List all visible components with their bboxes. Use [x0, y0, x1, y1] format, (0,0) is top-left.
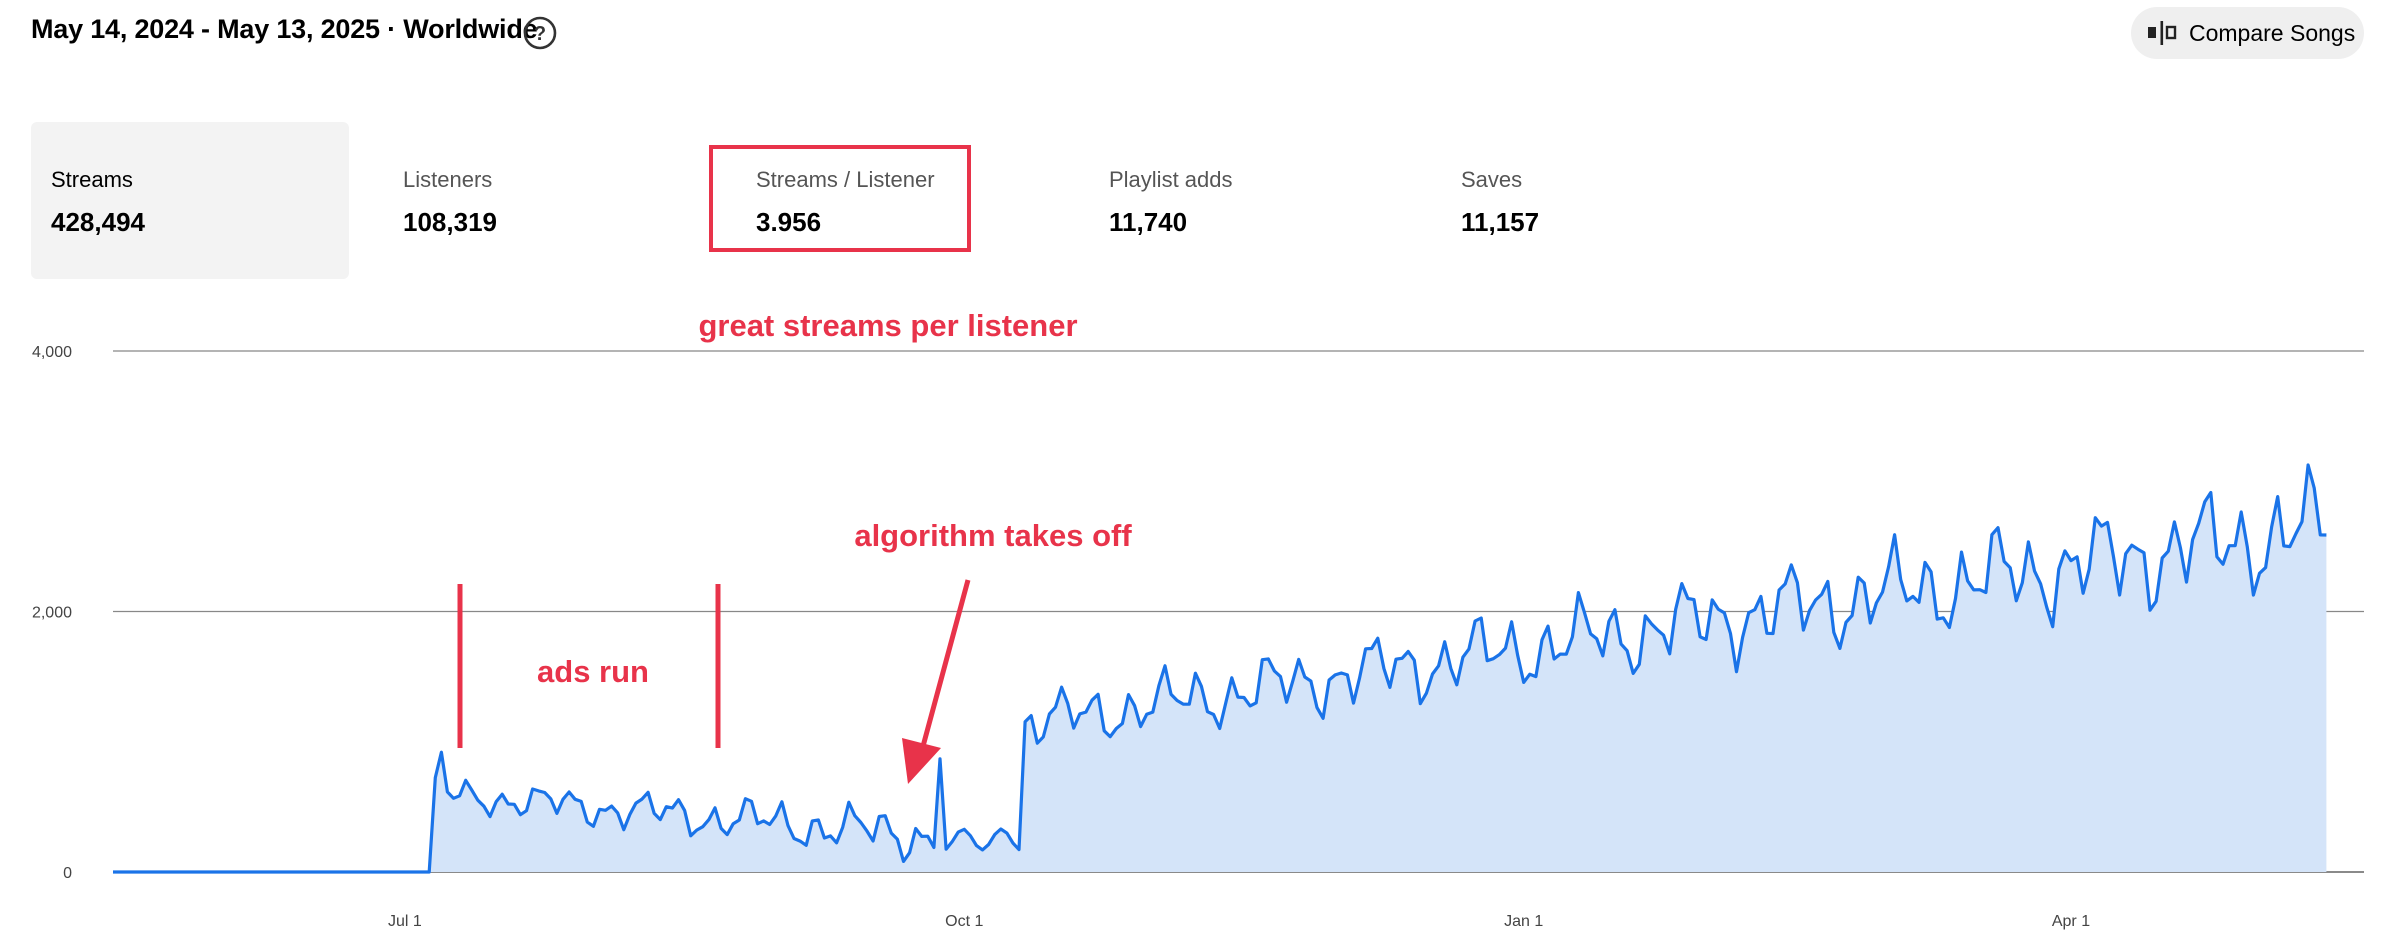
page-title: May 14, 2024 - May 13, 2025 · Worldwide: [31, 14, 538, 44]
metric-label: Streams / Listener: [756, 167, 935, 192]
metric-value: 108,319: [403, 207, 497, 237]
metric-playlist-adds[interactable]: Playlist adds 11,740: [1089, 122, 1407, 279]
x-tick-label: Jul 1: [388, 913, 422, 930]
streams-area: [113, 465, 2327, 872]
svg-text:?: ?: [534, 23, 546, 45]
algorithm-arrow-shaft: [919, 579, 971, 751]
question-circle-icon[interactable]: ?: [522, 15, 558, 51]
metric-value: 428,494: [51, 207, 145, 237]
metric-label: Streams: [51, 167, 133, 192]
y-tick-label: 0: [63, 865, 72, 882]
x-tick-label: Oct 1: [945, 913, 983, 930]
metric-value: 11,740: [1109, 207, 1188, 237]
compare-songs-icon: [2148, 21, 2177, 45]
streams-chart: 0 2,000 4,000 Jul 1 Oct 1 Jan 1 Apr 1 great s…: [32, 308, 2364, 930]
annotations: great streams per listener ads run algor…: [457, 308, 1132, 784]
metric-label: Playlist adds: [1109, 167, 1233, 192]
x-tick-label: Jan 1: [1504, 913, 1543, 930]
x-tick-label: Apr 1: [2052, 913, 2090, 930]
compare-songs-button[interactable]: Compare Songs: [2131, 7, 2364, 59]
annotation-ads-run: ads run: [537, 654, 649, 689]
metric-label: Listeners: [403, 167, 493, 192]
y-tick-label: 4,000: [32, 344, 72, 361]
metric-streams[interactable]: Streams 428,494: [31, 122, 349, 279]
annotation-great-streams: great streams per listener: [698, 308, 1077, 343]
algorithm-arrow-head: [902, 738, 941, 784]
metric-value: 3.956: [756, 207, 822, 237]
metric-value: 11,157: [1461, 207, 1540, 237]
streams-per-listener-highlight: [709, 145, 971, 252]
annotation-algorithm: algorithm takes off: [854, 518, 1132, 553]
compare-songs-label: Compare Songs: [2189, 19, 2356, 46]
metric-listeners[interactable]: Listeners 108,319: [383, 122, 701, 279]
streams-line: [113, 463, 2327, 874]
y-tick-label: 2,000: [32, 605, 72, 622]
metric-saves[interactable]: Saves 11,157: [1441, 122, 1759, 279]
metric-streams-per-listener[interactable]: Streams / Listener 3.956: [736, 122, 1054, 279]
metric-label: Saves: [1461, 167, 1523, 192]
